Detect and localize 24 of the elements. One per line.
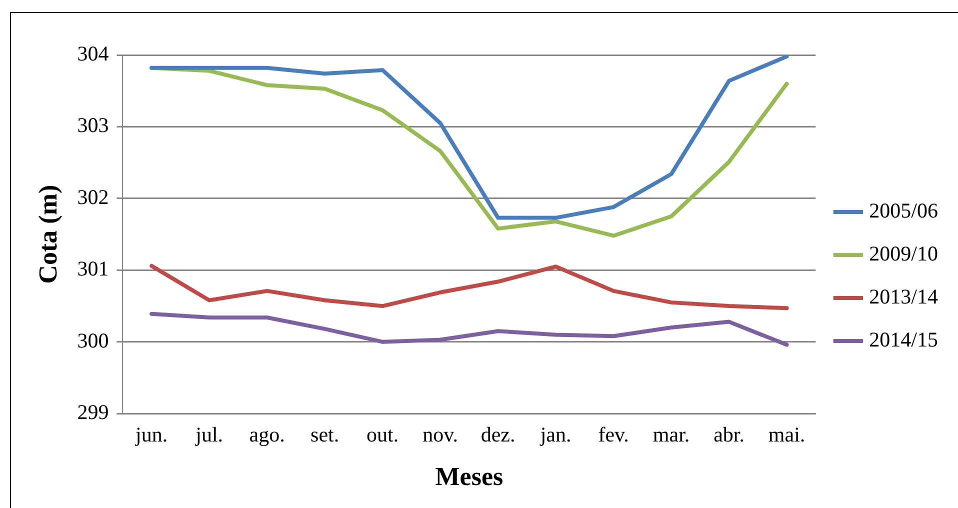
x-tick-label: nov. [422,422,458,447]
legend-label: 2013/14 [869,284,938,309]
x-tick-label: set. [310,422,340,447]
x-tick-label: jan. [539,422,572,447]
y-tick-label: 299 [77,400,109,424]
y-axis-title: Cota (m) [33,184,62,284]
x-tick-label: mai. [768,422,806,447]
x-tick-label: jul. [194,422,224,447]
x-tick-label: fev. [598,422,629,447]
x-tick-label: abr. [714,422,744,447]
y-tick-label: 304 [77,42,110,66]
legend-label: 2009/10 [869,242,938,266]
x-tick-label: ago. [249,422,285,447]
x-tick-label: jun. [134,422,168,447]
x-axis-title: Meses [435,462,504,492]
y-tick-label: 302 [77,184,109,209]
y-tick-label: 301 [77,256,109,281]
legend-label: 2005/06 [869,198,938,223]
x-tick-label: mar. [652,422,690,447]
x-tick-label: out. [366,422,399,447]
y-tick-label: 303 [77,113,109,138]
legend-label: 2014/15 [869,328,938,352]
x-tick-label: dez. [480,422,516,447]
y-tick-label: 300 [77,328,109,352]
